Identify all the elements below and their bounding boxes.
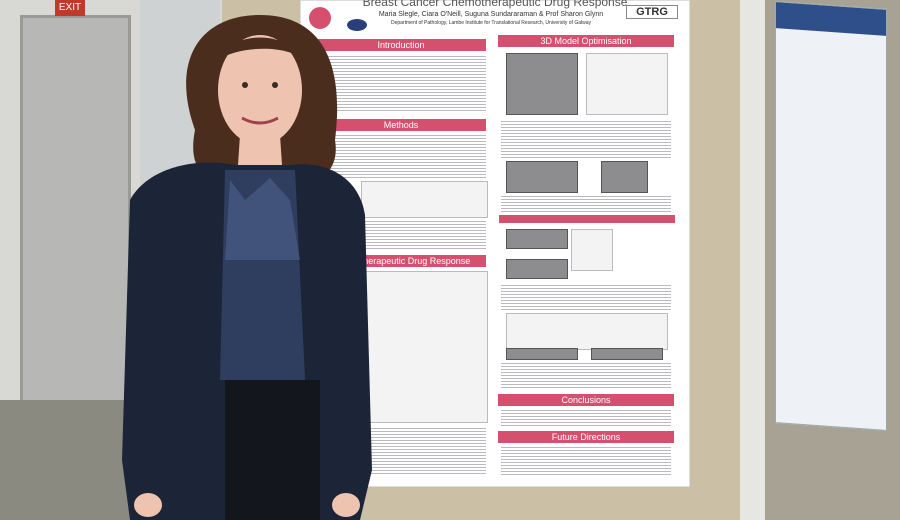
figure [591,348,663,360]
eye [272,82,278,88]
logo-ribbon [309,7,331,29]
text-block [501,194,671,214]
blouse-pattern [225,178,300,260]
text-block [501,408,671,428]
hand [332,493,360,517]
fringe [218,37,302,60]
smile [241,116,279,125]
door [20,15,131,421]
text-block [501,445,671,475]
text-block [316,54,486,112]
poster-affiliation: Department of Pathology, Lambe Institute… [390,20,591,26]
poster-authors: Maria Slegle, Ciara O'Neill, Suguna Sund… [378,11,604,18]
section-header: Future Directions [498,431,674,443]
text-block [501,283,671,311]
exit-sign: EXIT [55,0,85,16]
logo-badge [347,19,367,31]
section-header: Introduction [316,39,486,51]
section-header: Conclusions [498,394,674,406]
neck [238,135,282,165]
figure [506,161,578,193]
text-block [316,133,486,178]
figure [506,313,668,350]
figure [506,53,578,115]
logo: GTRG [626,5,678,19]
figure [361,271,488,423]
figure [506,348,578,360]
figure [586,53,668,115]
trousers [225,380,320,520]
text-block [501,119,671,159]
hand [134,493,162,517]
sub-header [499,215,675,223]
figure [571,229,613,271]
text-block [501,361,671,389]
section-header: 3D Model Optimisation [498,35,674,47]
figure [601,161,648,193]
figure [361,181,488,218]
board-frame [740,0,765,520]
section-header: Methods [316,119,486,131]
figure [506,259,568,279]
eye [242,82,248,88]
figure [506,229,568,249]
face [218,35,302,145]
text-block [361,426,486,476]
poster-title: Breast Cancer Chemotherapeutic Drug Resp… [362,0,628,9]
